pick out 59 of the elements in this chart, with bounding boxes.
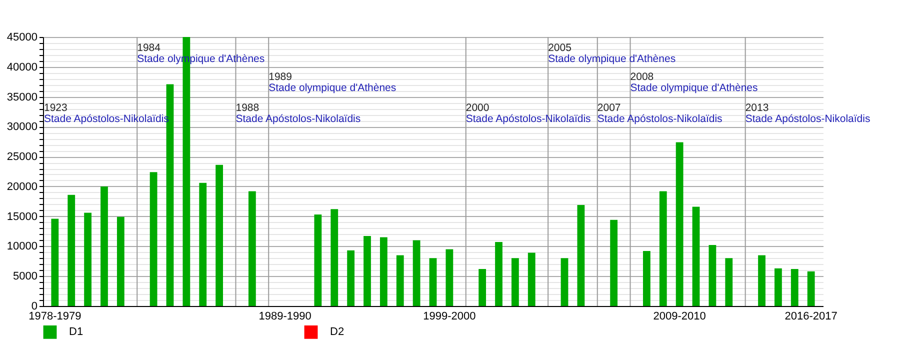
annotation: 2007 Stade Apóstolos-Nikolaïdis	[597, 102, 722, 125]
bar	[511, 258, 519, 306]
x-tick-label: 1999-2000	[423, 310, 476, 322]
y-tick-label: 5000	[13, 270, 38, 283]
bar	[412, 240, 420, 306]
annotation: 2008 Stade olympique d'Athènes	[630, 71, 758, 94]
y-tick-label: 25000	[6, 151, 38, 164]
annotation: 2005 Stade olympique d'Athènes	[548, 42, 676, 65]
bar	[774, 268, 782, 306]
bar	[659, 191, 667, 306]
bar	[610, 220, 618, 306]
bar	[396, 255, 404, 306]
y-tick-label: 45000	[6, 32, 38, 44]
y-tick-label: 15000	[6, 210, 38, 223]
legend-label: D1	[69, 326, 84, 338]
bar	[528, 252, 536, 306]
bar	[495, 242, 502, 306]
bar	[347, 250, 355, 306]
bar	[116, 216, 124, 306]
bar	[330, 209, 338, 306]
x-tick-label: 2009-2010	[653, 310, 706, 322]
bar	[248, 191, 256, 306]
bar	[100, 186, 108, 306]
bar	[725, 258, 733, 306]
y-tick-label: 0	[31, 300, 38, 312]
y-tick-label: 10000	[6, 240, 38, 253]
x-tick-label: 2016-2017	[784, 310, 838, 322]
bar	[708, 245, 716, 306]
bar	[692, 206, 700, 306]
y-tick-label: 20000	[6, 180, 38, 193]
bar	[364, 236, 371, 306]
y-tick-label: 30000	[6, 121, 38, 134]
annotation: 2013 Stade Apóstolos-Nikolaïdis	[745, 102, 870, 125]
bar	[150, 172, 158, 306]
bar	[560, 258, 568, 306]
bar	[216, 164, 223, 306]
x-tick-label: 1978-1979	[28, 310, 82, 322]
annotation: 1988 Stade Apóstolos-Nikolaïdis	[236, 102, 361, 125]
bar	[643, 251, 650, 306]
bar	[790, 268, 798, 306]
bar	[68, 194, 76, 306]
bar	[380, 237, 388, 306]
bar	[84, 212, 92, 306]
bar	[429, 258, 437, 306]
bar	[199, 182, 207, 306]
bar	[51, 218, 59, 306]
bar	[478, 268, 486, 306]
annotation: 1989 Stade olympique d'Athènes	[268, 71, 396, 94]
y-tick-label: 35000	[6, 91, 38, 104]
bar	[676, 142, 684, 306]
bar	[577, 204, 585, 306]
bar	[314, 214, 322, 306]
bar	[807, 271, 815, 306]
bar	[446, 249, 454, 306]
x-tick-label: 1989-1990	[258, 310, 312, 322]
annotation: 2000 Stade Apóstolos-Nikolaïdis	[466, 102, 591, 125]
y-tick-label: 40000	[6, 61, 38, 74]
bar	[758, 255, 766, 306]
legend-label: D2	[330, 326, 344, 338]
